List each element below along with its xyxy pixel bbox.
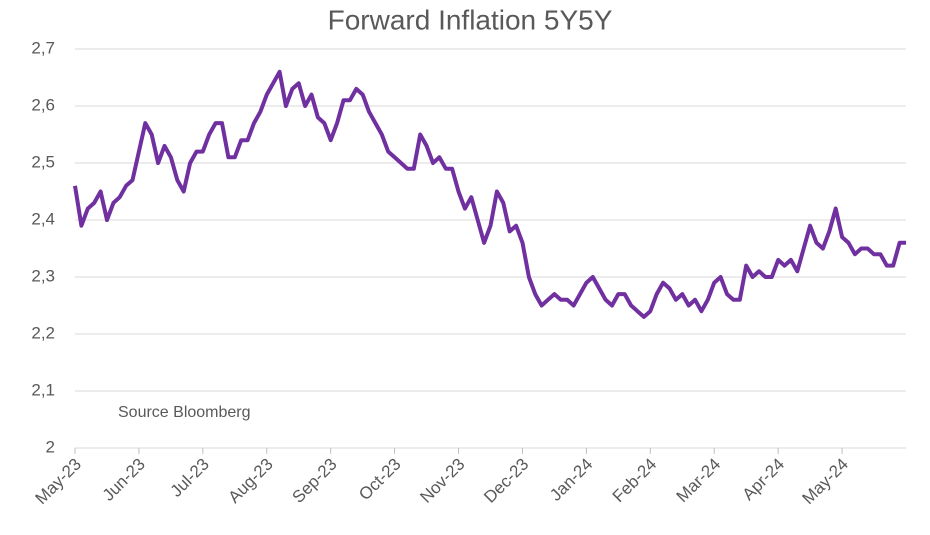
x-tick-label: Jun-23 bbox=[99, 455, 149, 505]
y-tick-label: 2,5 bbox=[31, 152, 55, 171]
x-tick-label: Jan-24 bbox=[546, 455, 596, 505]
y-tick-label: 2,7 bbox=[31, 38, 55, 57]
y-tick-label: 2,4 bbox=[31, 209, 55, 228]
y-tick-label: 2 bbox=[46, 437, 55, 456]
y-tick-label: 2,2 bbox=[31, 323, 55, 342]
chart-title: Forward Inflation 5Y5Y bbox=[328, 4, 613, 35]
y-tick-label: 2,1 bbox=[31, 380, 55, 399]
x-tick-label: May-24 bbox=[799, 455, 853, 509]
x-tick-label: Apr-24 bbox=[739, 455, 789, 505]
x-tick-label: Feb-24 bbox=[609, 455, 661, 507]
x-tick-label: Dec-23 bbox=[480, 455, 532, 507]
x-tick-label: Mar-24 bbox=[673, 455, 725, 507]
x-tick-label: Sep-23 bbox=[288, 455, 340, 507]
x-tick-label: Nov-23 bbox=[416, 455, 468, 507]
line-series bbox=[73, 69, 906, 319]
annotation: Source Bloomberg bbox=[118, 404, 251, 421]
x-tick-label: Aug-23 bbox=[225, 455, 277, 507]
x-tick-label: Oct-23 bbox=[355, 455, 405, 505]
x-tick-label: Jul-23 bbox=[167, 455, 213, 501]
y-tick-label: 2,3 bbox=[31, 266, 55, 285]
x-tick-label: May-23 bbox=[31, 455, 85, 509]
y-tick-label: 2,6 bbox=[31, 95, 55, 114]
